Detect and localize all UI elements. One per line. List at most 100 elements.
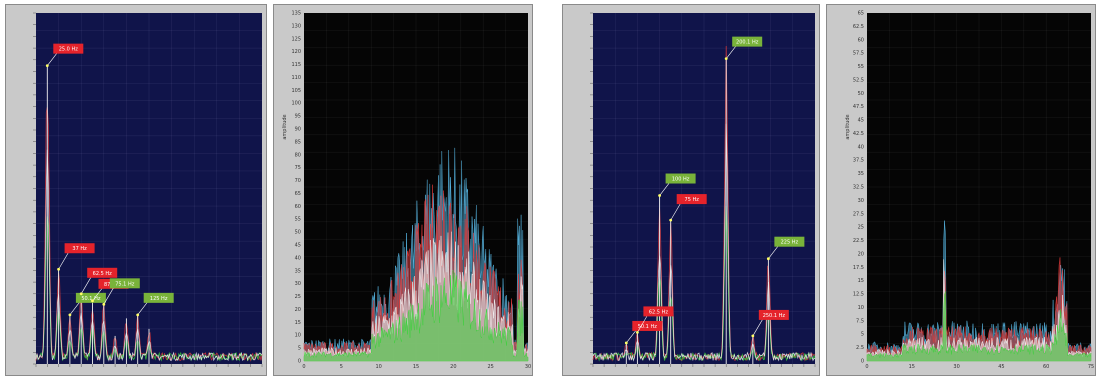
y-tick-label: 75 bbox=[295, 165, 301, 171]
annotation-leader bbox=[137, 301, 148, 316]
annotation-label: 50.1 Hz bbox=[638, 324, 657, 330]
plot-area bbox=[593, 13, 815, 364]
y-tick-label: 57.5 bbox=[853, 51, 864, 57]
plot-area bbox=[36, 13, 262, 364]
series-area bbox=[866, 291, 1092, 362]
annotation-leader bbox=[670, 202, 681, 221]
annotation-leader bbox=[58, 252, 69, 270]
annotation-label: 75 Hz bbox=[685, 197, 700, 203]
annotation-box bbox=[643, 306, 674, 317]
y-tick-label: 32.5 bbox=[853, 185, 864, 191]
annotation-label: 50.1 Hz bbox=[81, 296, 100, 302]
chart-panel-2: 0 5 10 15 20 25 30 0 5 10 15 20 25 30 35 40 45 50 55 60 65 70… bbox=[273, 4, 533, 376]
y-tick-label: 35 bbox=[858, 171, 864, 177]
y-tick-label: 25 bbox=[858, 225, 864, 231]
y-tick-label: 62.5 bbox=[853, 24, 864, 30]
annotation-box bbox=[75, 292, 106, 303]
annotation-box bbox=[758, 309, 789, 320]
y-tick-label: 42.5 bbox=[853, 131, 864, 137]
annotation-leader bbox=[637, 315, 648, 333]
annotation-box bbox=[109, 278, 140, 289]
y-tick-label: 45 bbox=[858, 118, 864, 124]
annotation-leader bbox=[80, 276, 92, 294]
annotation-box bbox=[774, 236, 805, 247]
y-tick-label: 45 bbox=[295, 243, 301, 249]
annotation-label: 125 Hz bbox=[150, 296, 168, 302]
y-tick-label: 2.5 bbox=[856, 345, 864, 351]
y-tick-label: 65 bbox=[858, 11, 864, 17]
y-tick-label: 80 bbox=[295, 152, 301, 158]
y-tick-label: 15 bbox=[858, 278, 864, 284]
annotation-leader bbox=[47, 52, 58, 66]
y-tick-label: 95 bbox=[295, 114, 301, 120]
chart-panel-4: 0 15 30 45 60 75 0 2.5 5 7.5 10 12.5 15 17.5 20 22.5 25 2… bbox=[826, 4, 1096, 376]
chart-3-svg: 50.1 Hz 62.5 Hz 100 Hz 75 Hz 200.1 Hz 250.1 H… bbox=[590, 12, 816, 367]
x-tick-label: 0 bbox=[302, 364, 305, 370]
chart-panel-3: 50.1 Hz 62.5 Hz 100 Hz 75 Hz 200.1 Hz 250.1 H… bbox=[562, 4, 820, 376]
annotation-box bbox=[676, 194, 707, 205]
annotation-point bbox=[91, 299, 94, 303]
annotation-box bbox=[632, 320, 663, 331]
y-tick-label: 135 bbox=[291, 11, 301, 17]
annotation-label: 62.5 Hz bbox=[649, 309, 668, 315]
y-tick-label: 40 bbox=[295, 255, 301, 261]
annotation-label: 200.1 Hz bbox=[736, 40, 759, 46]
y-tick-label: 100 bbox=[291, 101, 301, 107]
annotation-point bbox=[68, 313, 72, 317]
annotation-box bbox=[64, 243, 95, 254]
y-tick-label: 40 bbox=[858, 144, 864, 150]
annotation-label: 225 Hz bbox=[781, 240, 799, 246]
y-tick-label: 5 bbox=[861, 332, 864, 338]
annotation-point bbox=[636, 331, 639, 334]
y-tick-label: 55 bbox=[295, 217, 301, 223]
annotation-leader bbox=[752, 318, 764, 337]
y-tick-label: 12.5 bbox=[853, 292, 864, 298]
y-tick-label: 5 bbox=[298, 346, 301, 352]
x-tick-label: 20 bbox=[450, 364, 456, 370]
y-tick-label: 50 bbox=[858, 91, 864, 97]
y-tick-label: 20 bbox=[295, 307, 301, 313]
y-tick-label: 27.5 bbox=[853, 211, 864, 217]
y-tick-label: 0 bbox=[298, 359, 301, 365]
y-tick-label: 47.5 bbox=[853, 104, 864, 110]
chart-2-svg: 0 5 10 15 20 25 30 0 5 10 15 20 25 30 35 40 45 50 55 60 65 70… bbox=[282, 11, 531, 371]
x-tick-label: 15 bbox=[909, 364, 915, 370]
y-tick-label: 10 bbox=[858, 305, 864, 311]
annotation-point bbox=[669, 218, 673, 222]
annotation-label: 250.1 Hz bbox=[763, 313, 786, 319]
series-line bbox=[592, 123, 816, 362]
annotation-point bbox=[57, 267, 60, 271]
y-tick-label: 20 bbox=[858, 251, 864, 257]
y-tick-label: 25 bbox=[295, 294, 301, 300]
annotation-box bbox=[732, 36, 763, 47]
y-tick-label: 65 bbox=[295, 191, 301, 197]
series-area bbox=[866, 257, 1092, 362]
annotation-leader bbox=[69, 301, 81, 316]
y-tick-label: 37.5 bbox=[853, 158, 864, 164]
y-tick-label: 10 bbox=[295, 333, 301, 339]
x-tick-label: 5 bbox=[340, 364, 343, 370]
y-tick-label: 15 bbox=[295, 320, 301, 326]
y-tick-label: 60 bbox=[295, 204, 301, 210]
annotation-point bbox=[624, 341, 628, 345]
y-tick-label: 0 bbox=[861, 359, 864, 365]
annotation-point bbox=[102, 302, 106, 306]
annotation-leader bbox=[768, 245, 779, 259]
chart-4-svg: 0 15 30 45 60 7502.557.51012.51517.52022.5252… bbox=[845, 11, 1094, 371]
y-tick-label: 52.5 bbox=[853, 77, 864, 83]
y-axis-label: amplitude bbox=[282, 114, 288, 139]
annotation-leader bbox=[626, 329, 637, 344]
y-tick-label: 110 bbox=[291, 75, 301, 81]
annotation-leader bbox=[92, 287, 103, 302]
y-tick-label: 90 bbox=[295, 127, 301, 133]
annotation-point bbox=[45, 64, 49, 68]
y-tick-label: 125 bbox=[291, 36, 301, 42]
annotation-point bbox=[79, 292, 83, 296]
annotation-leader bbox=[659, 182, 670, 196]
annotation-point bbox=[658, 194, 661, 197]
annotation-label: 75.1 Hz bbox=[115, 281, 134, 287]
y-tick-label: 130 bbox=[291, 23, 301, 29]
annotation-label: 100 Hz bbox=[672, 177, 690, 183]
x-tick-label: 25 bbox=[487, 364, 493, 370]
